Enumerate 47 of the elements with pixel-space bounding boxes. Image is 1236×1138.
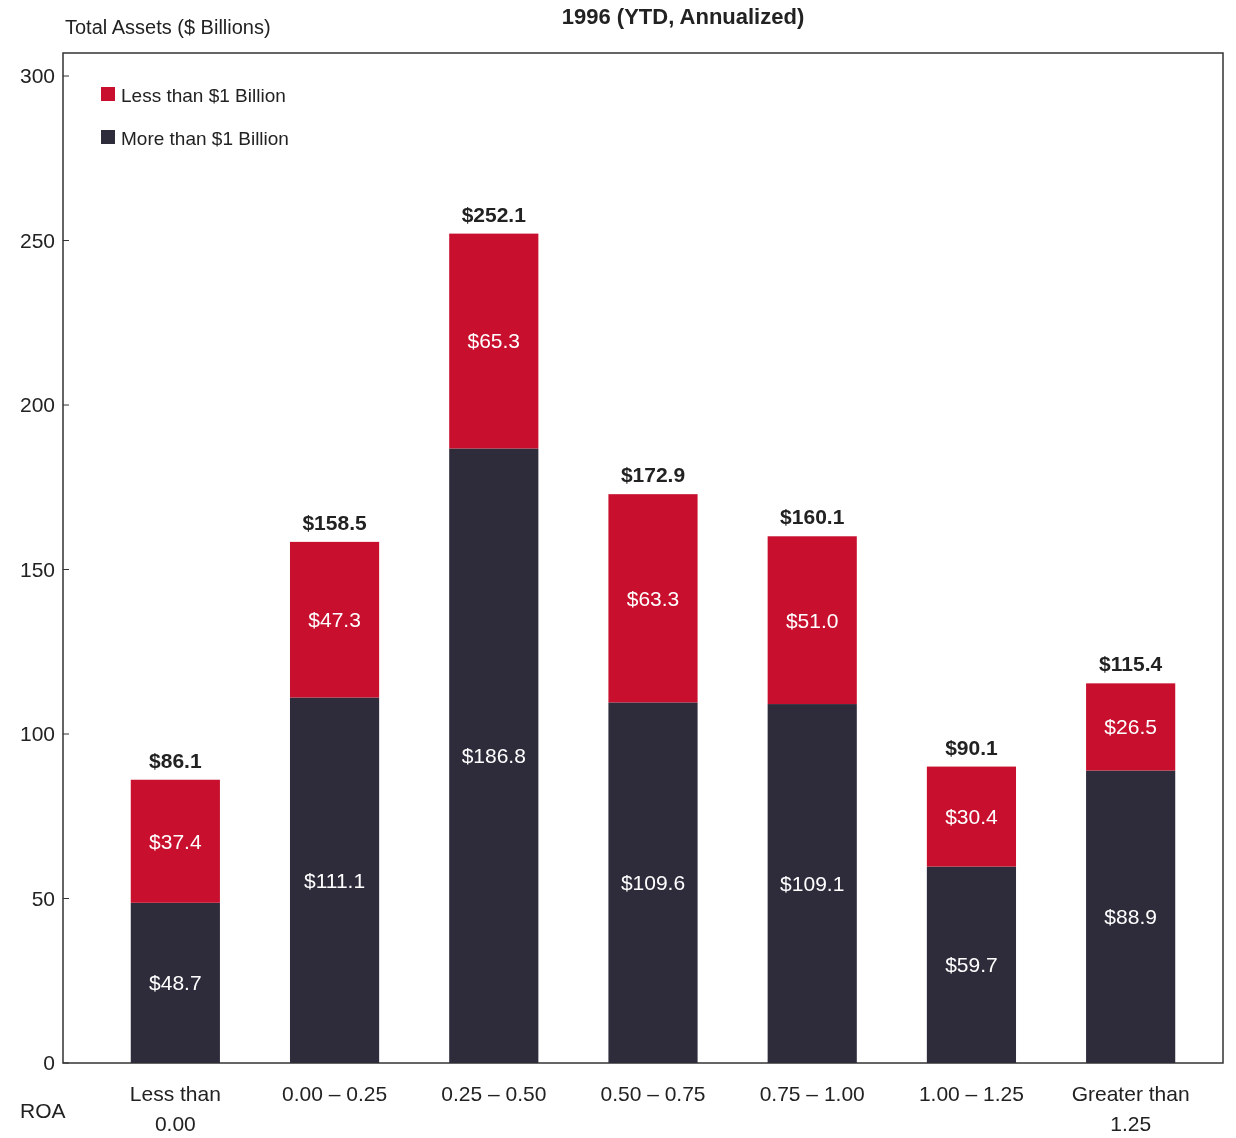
y-tick-label: 0: [43, 1051, 55, 1075]
bar: [449, 233, 539, 449]
total-label: $172.9: [620, 463, 686, 487]
data-label: $109.6: [620, 871, 686, 895]
x-axis-title: ROA: [20, 1099, 66, 1122]
data-label: $26.5: [1104, 715, 1157, 739]
bar: [767, 536, 857, 705]
y-tick-label: 50: [31, 886, 55, 910]
total-label: $86.1: [149, 748, 202, 772]
y-tick-label: 300: [19, 64, 55, 88]
total-label: $158.5: [302, 510, 367, 534]
data-label: $186.8: [461, 744, 526, 768]
y-tick-label: 100: [19, 722, 55, 746]
x-tick-label: Less than 0.00: [129, 1082, 221, 1135]
data-label: $30.4: [945, 804, 999, 828]
x-tick-label: 1.00 – 1.25: [918, 1082, 1024, 1105]
bar: [1086, 683, 1176, 771]
bar: [130, 779, 220, 903]
legend-label: Less than $1 Billion: [121, 84, 286, 106]
data-label: $59.7: [945, 953, 998, 977]
x-tick-label: 0.00 – 0.25: [282, 1082, 388, 1105]
total-label: $160.1: [780, 505, 845, 529]
data-label: $47.3: [308, 608, 361, 632]
data-label: $111.1: [304, 868, 366, 892]
y-axis-title: Total Assets ($ Billions): [65, 16, 271, 38]
y-tick-label: 150: [19, 557, 55, 581]
data-label: $65.3: [467, 329, 521, 353]
data-label: $48.7: [149, 971, 202, 995]
bar: [289, 541, 380, 698]
y-tick-label: 200: [19, 393, 55, 417]
bar: [926, 766, 1017, 867]
chart-title: 1996 (YTD, Annualized): [561, 4, 805, 29]
data-label: $109.1: [780, 871, 845, 895]
data-label: $51.0: [785, 608, 839, 632]
x-tick-label: 0.50 – 0.75: [600, 1082, 706, 1105]
data-label: $63.3: [626, 586, 680, 610]
bar: [608, 494, 698, 703]
total-label: $115.4: [1099, 652, 1163, 676]
data-label: $88.9: [1104, 905, 1157, 929]
total-label: $252.1: [461, 202, 527, 226]
y-tick-label: 250: [19, 228, 55, 252]
data-label: $37.4: [149, 829, 202, 853]
x-tick-label: 0.75 – 1.00: [759, 1082, 865, 1105]
x-tick-label: Greater than 1.25: [1071, 1082, 1190, 1135]
x-tick-label: 0.25 – 0.50: [441, 1082, 547, 1105]
total-label: $90.1: [945, 735, 999, 759]
legend-label: More than $1 Billion: [121, 127, 289, 149]
